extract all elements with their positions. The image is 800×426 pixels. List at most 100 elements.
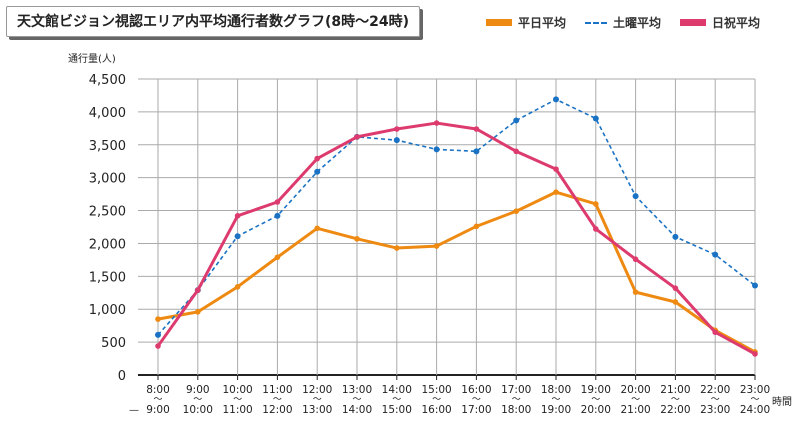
- x-tick-separator: 〜: [352, 395, 361, 405]
- x-tick-label-start: 17:00: [501, 384, 531, 396]
- x-tick-separator: 〜: [313, 395, 322, 405]
- data-point-series-2: [513, 148, 519, 155]
- x-tick-label-end: 14:00: [342, 404, 372, 416]
- data-point-series-1: [553, 96, 559, 103]
- x-tick-label-end: 15:00: [382, 404, 412, 416]
- x-tick-separator: 〜: [671, 395, 680, 405]
- data-point-series-1: [712, 251, 719, 258]
- data-point-series-1: [234, 233, 241, 240]
- x-tick-label-start: 8:00: [146, 384, 170, 396]
- y-tick-label: 2,500: [89, 205, 126, 220]
- data-point-series-1: [672, 233, 679, 240]
- data-point-series-0: [274, 254, 281, 261]
- legend-item-saturday: 土曜平均: [585, 14, 661, 31]
- x-tick-label-start: 13:00: [342, 384, 372, 396]
- x-tick-label-end: 11:00: [222, 404, 252, 416]
- x-tick-label-start: 10:00: [222, 384, 252, 396]
- x-tick-separator: 〜: [591, 395, 600, 405]
- series-line-2: [156, 121, 756, 356]
- data-point-series-0: [314, 225, 321, 232]
- x-tick-label-end: 23:00: [700, 404, 730, 416]
- data-point-series-0: [473, 223, 480, 230]
- data-point-series-0: [593, 201, 599, 207]
- x-tick-separator: 〜: [233, 395, 242, 405]
- x-tick-label-end: 24:00: [740, 404, 770, 416]
- data-point-series-2: [274, 199, 281, 205]
- data-point-series-1: [393, 137, 400, 144]
- data-point-series-2: [593, 226, 599, 232]
- x-tick-separator: 〜: [273, 395, 282, 405]
- x-tick-separator: 〜: [750, 395, 759, 405]
- x-tick-label-start: 16:00: [461, 384, 491, 396]
- data-point-series-0: [632, 289, 639, 295]
- y-axis-label: 通行量(人): [68, 52, 116, 65]
- legend-item-holiday: 日祝平均: [680, 14, 760, 31]
- x-tick-separator: 〜: [711, 395, 720, 405]
- y-tick-label: 500: [101, 336, 126, 351]
- legend-label-saturday: 土曜平均: [613, 16, 662, 30]
- data-point-series-2: [473, 126, 480, 132]
- data-point-series-2: [752, 351, 758, 357]
- x-tick-label-end: 13:00: [302, 404, 332, 416]
- x-tick-separator: 〜: [392, 395, 401, 405]
- x-tick-label-end: 17:00: [461, 404, 491, 416]
- x-tick-label-end: 18:00: [501, 404, 531, 416]
- data-point-series-0: [155, 316, 161, 322]
- x-tick-label-start: 18:00: [541, 384, 571, 396]
- x-tick-label-end: 20:00: [581, 404, 611, 416]
- x-tick-separator: 〜: [472, 395, 481, 405]
- data-point-series-0: [513, 208, 519, 215]
- y-tick-label: 3,000: [89, 172, 126, 187]
- x-tick-label-start: 15:00: [421, 384, 451, 396]
- x-tick-label-start: 19:00: [581, 384, 611, 396]
- x-tick-label-end: 16:00: [421, 404, 451, 416]
- x-tick-label-end: 9:00: [146, 404, 170, 416]
- data-point-series-1: [473, 148, 480, 155]
- y-tick-label: 1,500: [89, 270, 126, 285]
- data-point-series-1: [592, 115, 599, 122]
- x-tick-label-start: 20:00: [620, 384, 650, 396]
- data-point-series-0: [394, 245, 400, 251]
- data-point-series-1: [433, 146, 440, 153]
- data-point-series-2: [672, 285, 679, 291]
- x-tick-separator: 〜: [512, 395, 521, 405]
- data-point-series-2: [553, 166, 559, 172]
- legend-swatch-saturday: [585, 21, 607, 24]
- y-tick-label: 4,500: [89, 73, 126, 88]
- legend-swatch-weekday: [486, 19, 512, 26]
- data-point-series-0: [672, 299, 679, 305]
- series-line-1: [157, 98, 756, 336]
- x-tick-label-start: 9:00: [186, 384, 210, 396]
- x-tick-label-start: 12:00: [302, 384, 332, 396]
- y-tick-label: 0: [118, 369, 126, 384]
- data-point-series-2: [314, 155, 321, 162]
- y-tick-label: 3,500: [89, 139, 126, 154]
- data-point-series-0: [354, 236, 360, 242]
- data-point-series-2: [234, 213, 241, 219]
- legend-label-weekday: 平日平均: [518, 16, 567, 30]
- legend-swatch-holiday: [680, 19, 706, 26]
- data-point-series-1: [632, 193, 639, 200]
- x-tick-label-end: 21:00: [620, 404, 650, 416]
- data-point-series-2: [712, 329, 718, 336]
- data-point-series-2: [354, 134, 360, 140]
- series-line-0: [157, 190, 756, 354]
- data-point-series-1: [314, 168, 321, 175]
- data-point-series-0: [553, 189, 559, 195]
- y-tick-label: 2,000: [89, 237, 126, 252]
- y-tick-label: 1,000: [89, 303, 126, 318]
- x-tick-label-start: 14:00: [382, 384, 412, 396]
- data-point-series-1: [155, 331, 161, 338]
- data-point-series-0: [433, 243, 440, 249]
- x-tick-label-end: 22:00: [660, 404, 690, 416]
- data-point-series-2: [195, 287, 201, 293]
- data-point-series-1: [274, 212, 281, 219]
- x-tick-separator: 〜: [153, 395, 162, 405]
- data-point-series-2: [632, 256, 639, 263]
- legend-item-weekday: 平日平均: [486, 14, 566, 31]
- x-tick-separator: 〜: [193, 395, 202, 405]
- data-point-series-2: [394, 126, 400, 132]
- x-tick-label-start: 11:00: [262, 384, 292, 396]
- x-tick-label-end: 10:00: [183, 404, 213, 416]
